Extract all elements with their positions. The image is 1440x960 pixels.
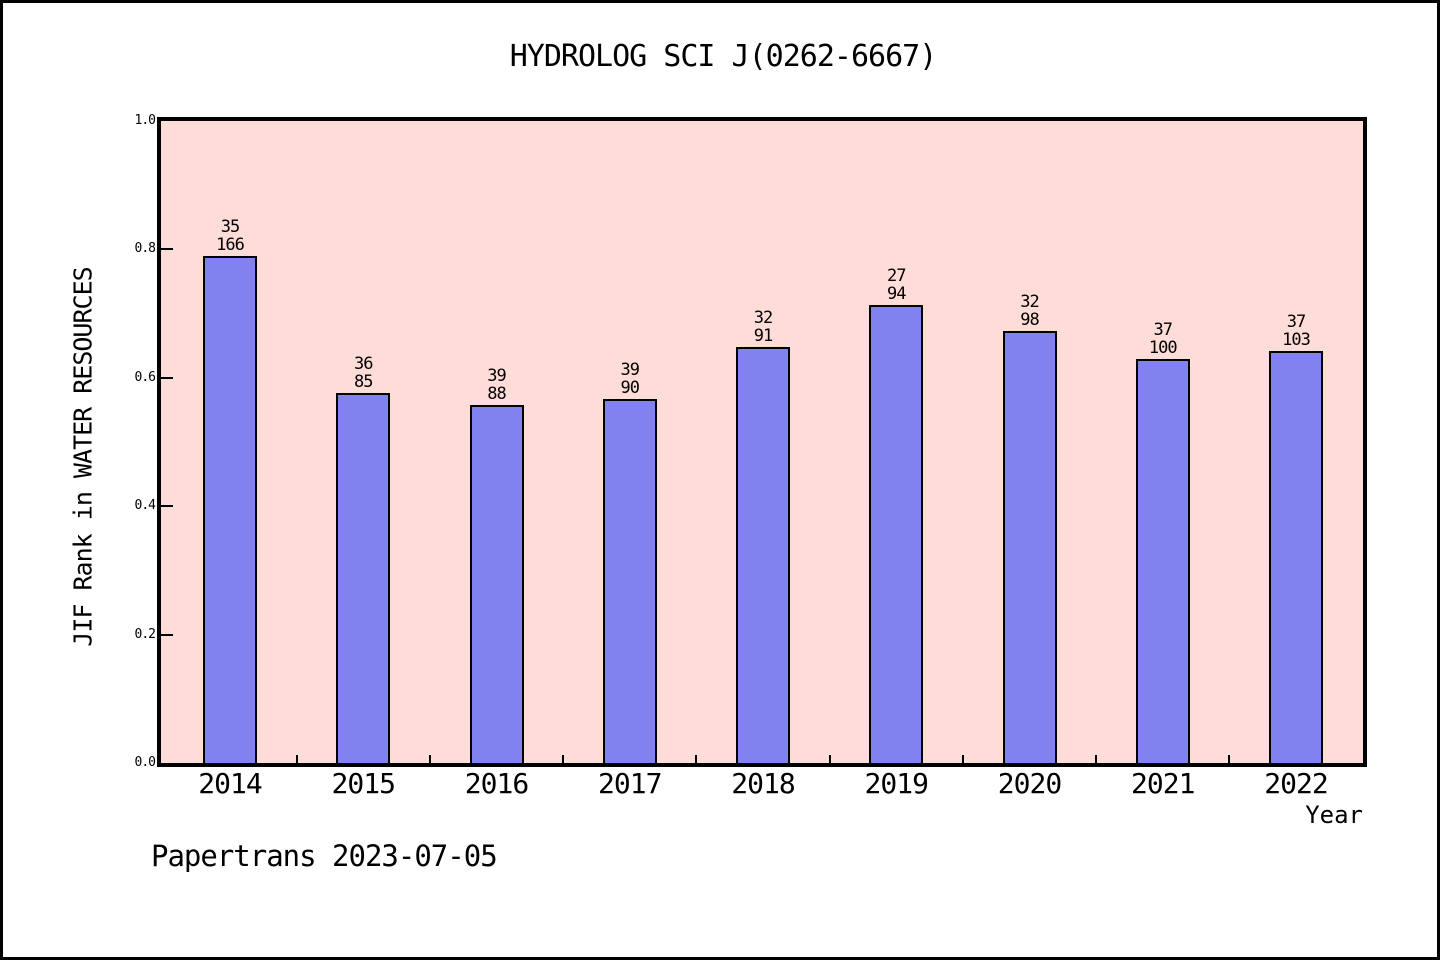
bar-value-label: 32 91 [753,307,773,346]
x-minor-tick [828,755,831,763]
bar-value-label: 39 90 [620,360,640,398]
bar [1135,358,1190,763]
year-tick-label: 2022 [1264,767,1328,800]
x-minor-tick [428,755,431,763]
chart-title: HYDROLOG SCI J(0262-6667) [509,39,938,74]
y-tick-label: 0.0 [134,755,156,770]
y-tick [161,248,173,251]
y-tick-label: 1.0 [134,113,156,128]
bar [1269,351,1323,763]
y-axis-label: JIF Rank in WATER RESOURCES [68,267,98,647]
x-axis-label: Year [1305,801,1363,829]
y-tick [161,505,173,508]
y-tick [161,633,173,636]
footer-note: Papertrans 2023-07-05 [151,839,498,873]
bar [336,393,391,763]
x-minor-tick [1228,755,1231,763]
x-minor-tick [295,755,298,763]
bar [736,346,790,763]
year-tick-label: 2018 [731,767,795,800]
bar-value-label: 36 85 [354,354,373,393]
x-minor-tick [1095,755,1098,763]
bar-value-label: 27 94 [887,266,906,305]
bar [1002,330,1057,763]
year-tick-label: 2016 [464,767,529,800]
year-tick-label: 2017 [598,767,662,800]
x-minor-tick [695,755,698,763]
year-tick-label: 2021 [1131,767,1195,800]
bar-value-label: 37 100 [1148,319,1178,358]
bar-value-label: 37 103 [1282,312,1311,351]
bar-value-label: 35 166 [216,217,245,256]
year-tick-label: 2020 [997,767,1062,800]
bar-value-label: 39 88 [487,366,506,405]
y-tick-label: 0.4 [134,498,156,514]
year-tick-label: 2019 [864,767,929,800]
x-minor-tick [961,755,964,763]
y-tick-label: 0.6 [134,369,156,385]
bar [203,256,257,763]
bar-value-label: 32 98 [1020,291,1039,330]
bar [602,399,657,763]
y-tick-label: 0.8 [134,241,156,257]
year-tick-label: 2014 [198,767,262,800]
x-minor-tick [562,755,565,763]
year-tick-label: 2015 [331,767,396,800]
y-tick [161,376,173,379]
bar [869,305,924,763]
bar [469,405,524,763]
plot-area: 35 166 36 85 39 88 39 90 32 91 27 94 32 98 37 1… [157,117,1367,767]
y-tick-label: 0.2 [134,626,156,642]
